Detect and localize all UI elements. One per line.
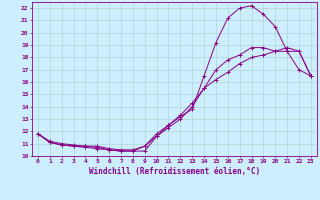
X-axis label: Windchill (Refroidissement éolien,°C): Windchill (Refroidissement éolien,°C) (89, 167, 260, 176)
